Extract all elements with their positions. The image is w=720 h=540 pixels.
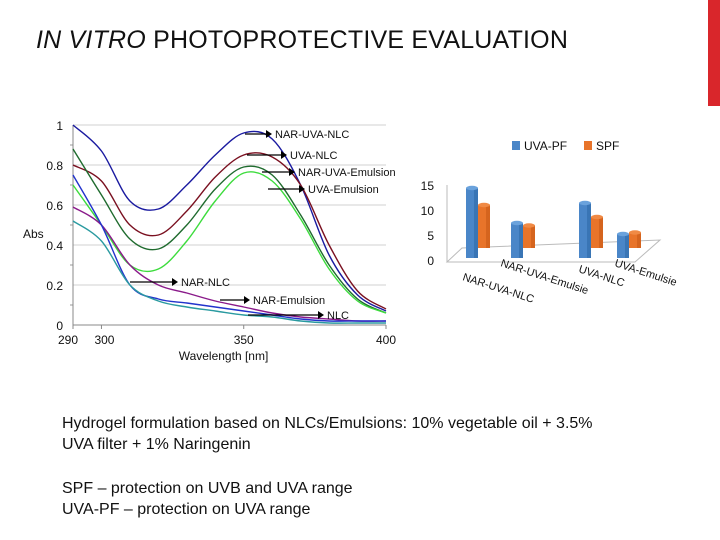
series-label: NAR-Emulsion (253, 295, 325, 307)
bar-shade (474, 188, 478, 258)
series-label: UVA-NLC (290, 150, 338, 162)
y-tick-label: 0 (56, 319, 63, 333)
y-tick-label: 0.4 (46, 239, 63, 253)
series-line-nar-uva-nlc (72, 124, 387, 312)
bar-top (579, 200, 591, 206)
legend-swatch-spf (584, 141, 592, 150)
x-tick-label: 290 (58, 333, 78, 347)
y-tick-label: 10 (421, 204, 435, 218)
bar-shade (486, 205, 490, 248)
arrow-head-icon (281, 151, 287, 159)
arrow-head-icon (172, 278, 178, 286)
series-label: NAR-UVA-NLC (275, 129, 349, 141)
bar-top (511, 220, 523, 226)
series-line-uva-nlc (72, 152, 387, 310)
series-label: NLC (327, 310, 349, 322)
bar-shade (587, 203, 591, 258)
series-label: NAR-UVA-Emulsion (298, 167, 396, 179)
bar-top (466, 185, 478, 191)
body-text-line3: SPF – protection on UVB and UVA range (62, 480, 353, 497)
y-tick-label: 15 (421, 179, 435, 193)
bar-shade (519, 223, 523, 258)
y-tick-label: 0.2 (46, 279, 63, 293)
slide-title: IN VITRO PHOTOPROTECTIVE EVALUATION (36, 26, 568, 55)
bar-shade (531, 225, 535, 248)
bar-top (617, 231, 629, 237)
y-tick-label: 5 (427, 229, 434, 243)
x-tick-label: 400 (376, 333, 396, 347)
series-line-nar-emulsion (72, 174, 386, 322)
bar-shade (625, 234, 629, 258)
legend-label: SPF (596, 139, 619, 153)
x-tick-label: 300 (94, 333, 114, 347)
legend-label: UVA-PF (524, 139, 567, 153)
arrow-head-icon (299, 185, 305, 193)
series-line-nlc (72, 220, 386, 324)
y-tick-label: 1 (56, 119, 63, 133)
bar-top (523, 223, 535, 228)
arrow-head-icon (244, 296, 250, 304)
bar-top (629, 230, 641, 235)
x-axis-label: Wavelength [nm] (179, 349, 269, 363)
bar-top (591, 214, 603, 220)
bar-shade (599, 217, 603, 248)
x-tick-label: 350 (234, 333, 254, 347)
arrow-head-icon (266, 130, 272, 138)
body-text-line4: UVA-PF – protection on UVA range (62, 501, 311, 518)
y-tick-label: 0.6 (46, 199, 63, 213)
accent-bar (708, 0, 720, 106)
y-tick-label: 0.8 (46, 159, 63, 173)
chart-floor (445, 239, 662, 263)
body-text-line1: Hydrogel formulation based on NLCs/Emuls… (62, 415, 593, 432)
y-tick-label: 0 (427, 254, 434, 268)
y-axis-label: Abs (23, 227, 44, 241)
title-rest: PHOTOPROTECTIVE EVALUATION (153, 26, 569, 54)
bar-top (478, 202, 490, 208)
body-text-line2: UVA filter + 1% Naringenin (62, 436, 251, 453)
title-italic: IN VITRO (36, 26, 146, 54)
legend-swatch-uva-pf (512, 141, 520, 150)
series-label: UVA-Emulsion (308, 184, 379, 196)
series-line-nar-nlc (72, 206, 387, 322)
arrow-head-icon (289, 168, 295, 176)
arrow-head-icon (318, 311, 324, 319)
series-line-nar-uva-emulsion (72, 148, 387, 314)
series-label: NAR-NLC (181, 277, 230, 289)
bar-shade (637, 232, 641, 248)
